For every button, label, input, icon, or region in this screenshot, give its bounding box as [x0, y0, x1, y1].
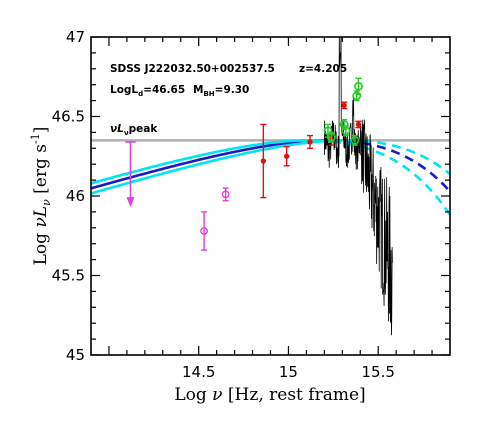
mbh-sub: BH	[203, 90, 214, 98]
y-tick-label: 46.5	[52, 108, 85, 126]
red-point-4	[341, 102, 347, 109]
y-title-close: ]	[31, 127, 51, 134]
x-title-prefix: Log	[174, 385, 212, 405]
green-point-3	[341, 126, 351, 136]
peak-sub: ν	[124, 129, 129, 137]
red-point-5	[355, 121, 362, 128]
disk-models	[91, 139, 450, 216]
peak-main: νL	[110, 123, 124, 135]
y-title-unit: [erg s	[31, 144, 51, 199]
x-tick-label: 15	[279, 363, 298, 381]
disk-luminosity-label: LogLd=46.65	[110, 84, 185, 98]
y-axis-title: Log νLν [erg s-1]	[29, 127, 53, 266]
logld-value: =46.65	[143, 84, 185, 96]
redshift-label: z=4.205	[299, 63, 347, 75]
x-title-rest: [Hz, rest frame]	[223, 385, 366, 405]
peak-label: νLνpeak	[110, 123, 158, 137]
photometry-points	[200, 77, 363, 251]
y-title-exp: -1	[29, 133, 42, 144]
y-tick-label: 45.5	[52, 267, 85, 285]
green-point-1	[327, 132, 336, 142]
upper-limit-head	[126, 197, 135, 208]
upper-limit-arrow	[125, 141, 136, 208]
disk-model-best-extrapolation	[332, 139, 450, 193]
x-tick-label: 14.5	[182, 363, 215, 381]
green-point-6	[354, 81, 363, 91]
y-title-prefix: Log	[31, 228, 51, 266]
y-tick-label: 45	[66, 346, 85, 364]
y-tick-label: 47	[66, 28, 85, 46]
black-hole-mass-label: MBH=9.30	[193, 84, 249, 98]
green-point-4	[350, 135, 360, 145]
x-axis-title: Log ν [Hz, rest frame]	[174, 385, 365, 405]
disk-model-upper	[91, 139, 333, 195]
disk-model-lower-extrapolation	[332, 140, 450, 216]
peak-rest: peak	[129, 123, 159, 135]
green-point-0	[323, 126, 333, 136]
disk-model-best	[91, 139, 333, 190]
object-name: SDSS J222032.50+002537.5	[110, 63, 275, 75]
y-title-sub: ν	[40, 199, 53, 206]
logld-sub: d	[138, 90, 143, 98]
red-point-2	[307, 139, 313, 145]
logld-main: LogL	[110, 84, 138, 96]
axis-ticks	[91, 36, 450, 356]
x-tick-label: 15.5	[361, 363, 394, 381]
red-point-0	[260, 158, 267, 164]
mbh-value: =9.30	[215, 84, 250, 96]
magenta-point-1	[221, 190, 230, 199]
red-point-1	[283, 153, 290, 159]
y-tick-label: 46	[66, 187, 85, 205]
magenta-point-0	[200, 227, 208, 235]
x-title-symbol: ν	[212, 385, 222, 405]
y-title-symbol: νL	[31, 206, 51, 228]
mbh-main: M	[193, 84, 203, 96]
tick-labels: 14.5 15 15.5 45 45.5 46 46.5 47	[52, 28, 395, 381]
green-point-5	[352, 91, 362, 101]
